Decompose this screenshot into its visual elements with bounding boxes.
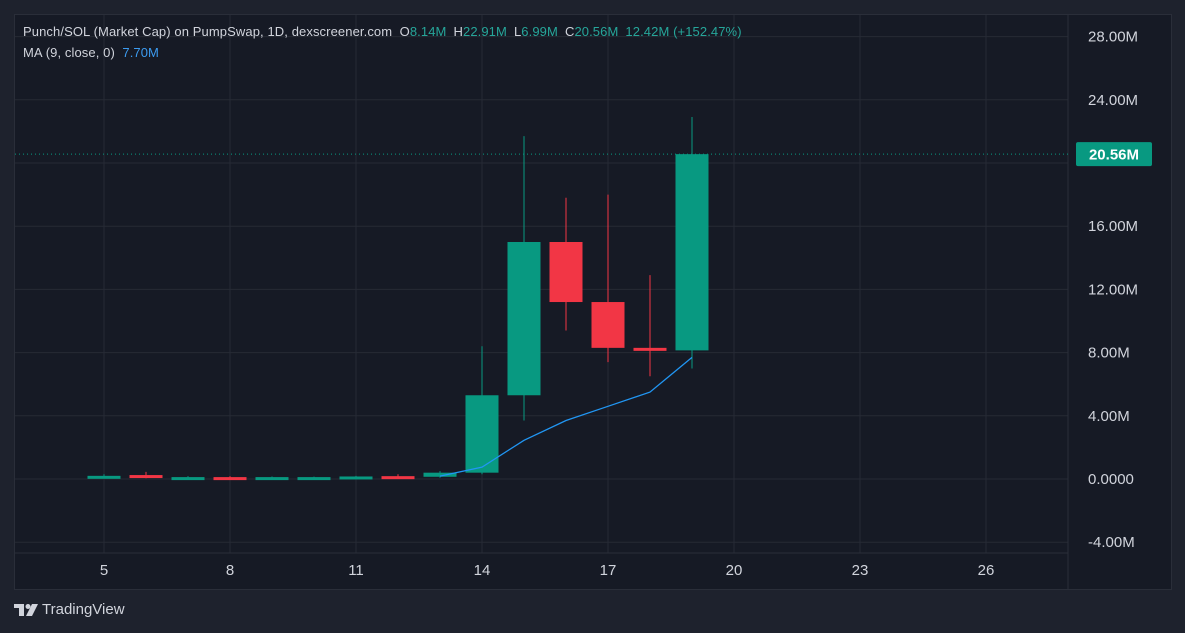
legend-open-label: O: [399, 24, 410, 39]
ma-line: [439, 356, 693, 477]
candle-body: [507, 242, 541, 396]
price-tag-bg: [1076, 142, 1152, 167]
candle-body: [339, 476, 373, 480]
candle-body: [297, 477, 331, 481]
candle-body: [213, 477, 247, 481]
tradingview-brand[interactable]: TradingView: [13, 601, 125, 618]
ma-value: 7.70M: [122, 45, 159, 60]
legend-low-label: L: [513, 24, 522, 39]
chart-panel[interactable]: [14, 14, 1172, 590]
x-tick-label: 8: [226, 562, 234, 579]
y-tick-label: -4.00M: [1088, 534, 1135, 551]
x-tick-label: 5: [100, 562, 108, 579]
legend-high-label: H: [453, 24, 463, 39]
legend-open-value: 8.14M: [409, 24, 447, 39]
candle: [633, 275, 667, 377]
candle-body: [549, 242, 583, 303]
candle: [87, 474, 121, 479]
brand-label: TradingView: [42, 601, 125, 618]
legend-high-value: 22.91M: [462, 24, 507, 39]
legend-low-value: 6.99M: [521, 24, 558, 39]
candle-body: [423, 472, 457, 477]
y-tick-label: 16.00M: [1088, 218, 1138, 235]
legend-symbol-line: Punch/SOL (Market Cap) on PumpSwap, 1D, …: [23, 24, 749, 39]
x-tick-label: 14: [474, 562, 491, 579]
candle: [381, 474, 415, 480]
y-tick-label: 28.00M: [1088, 29, 1138, 46]
tradingview-logo-icon: [14, 603, 38, 616]
x-tick-label: 17: [600, 562, 617, 579]
price-tag-label: 20.56M: [1089, 147, 1139, 164]
candle-body: [591, 302, 625, 348]
candle-body: [129, 475, 163, 479]
y-tick-label: 12.00M: [1088, 281, 1138, 298]
y-tick-label: 8.00M: [1088, 345, 1130, 362]
y-tick-label: 4.00M: [1088, 408, 1130, 425]
ma-series: [439, 356, 693, 477]
candle-body: [465, 395, 499, 473]
candle: [255, 476, 289, 481]
candle: [507, 136, 541, 421]
candle-body: [171, 477, 205, 481]
y-tick-label: 24.00M: [1088, 92, 1138, 109]
candle: [423, 471, 457, 478]
candles: [87, 117, 709, 481]
x-tick-label: 20: [726, 562, 743, 579]
candle: [129, 471, 163, 479]
candle-body: [633, 347, 667, 351]
candle-body: [255, 477, 289, 481]
candle: [171, 476, 205, 481]
price-tag: 20.56M: [1076, 142, 1152, 167]
candle-body: [381, 476, 415, 480]
x-tick-label: 23: [852, 562, 869, 579]
x-axis: 5 8 11 14 17 20 23 26: [100, 562, 995, 579]
ma-label: MA (9, close, 0): [23, 45, 115, 60]
candle-body: [675, 154, 709, 351]
legend-change-value: 12.42M (+152.47%): [625, 24, 742, 39]
candle-body: [87, 475, 121, 479]
candle: [339, 475, 373, 480]
legend-close-value: 20.56M: [574, 24, 619, 39]
legend-close-label: C: [564, 24, 575, 39]
candle: [675, 117, 709, 369]
x-tick-label: 11: [348, 562, 364, 579]
y-axis: 28.00M 24.00M 16.00M 12.00M 8.00M 4.00M 0.0000…: [1088, 29, 1138, 552]
candle: [297, 476, 331, 481]
x-tick-label: 26: [978, 562, 995, 579]
y-tick-label: 0.0000: [1088, 471, 1134, 488]
candle: [549, 197, 583, 331]
grid-lines: [15, 15, 1069, 589]
candle: [591, 194, 625, 363]
legend-ma-line: MA (9, close, 0) 7.70M: [23, 45, 159, 60]
candle: [465, 346, 499, 475]
candle: [213, 476, 247, 481]
legend-title: Punch/SOL (Market Cap) on PumpSwap, 1D, …: [23, 24, 393, 39]
